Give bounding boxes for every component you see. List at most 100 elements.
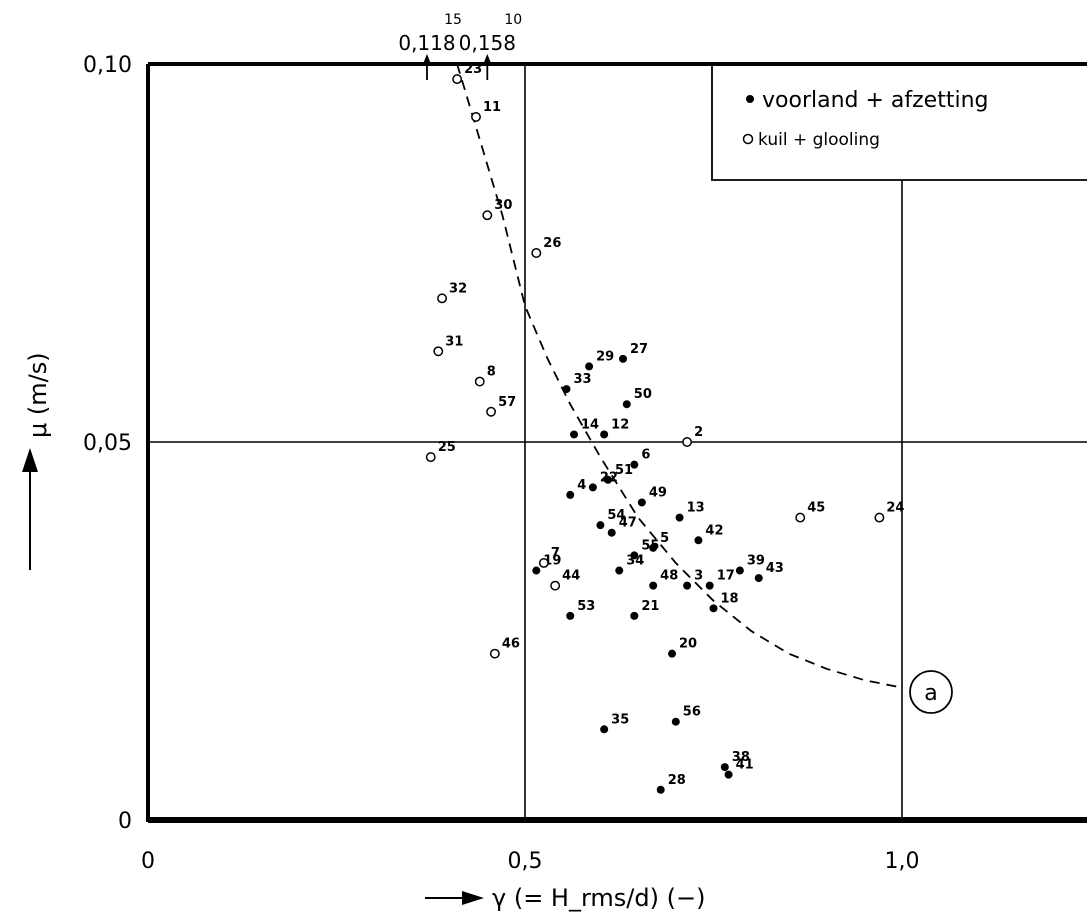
grid-lines	[148, 64, 1087, 820]
point-label: 5	[660, 531, 669, 546]
filled-point-marker	[735, 566, 744, 575]
filled-point-marker	[724, 770, 733, 779]
open-point-marker	[538, 558, 549, 568]
plot-frame	[146, 62, 1087, 823]
filled-point-marker	[630, 611, 639, 620]
data-points: 2729335014125162244954471355542193448317…	[425, 62, 904, 794]
dashed-curve-a	[456, 63, 903, 689]
y-axis-title: μ (m/s)	[22, 352, 52, 570]
point-label: 38	[732, 750, 750, 765]
legend-label-filled: voorland + afzetting	[762, 88, 989, 113]
filled-point-marker	[694, 536, 703, 545]
curve-label-a: a	[909, 670, 953, 714]
filled-point-marker	[562, 385, 571, 394]
open-point-marker	[795, 512, 806, 523]
filled-point-marker	[585, 362, 594, 371]
point-label: 34	[626, 554, 644, 569]
filled-point-marker	[600, 725, 609, 734]
curve-label-text: a	[924, 681, 937, 706]
open-point-marker	[437, 293, 448, 304]
point-label: 2	[694, 425, 703, 440]
point-label: 31	[445, 334, 463, 349]
y-tick-label: 0,10	[83, 53, 132, 78]
point-label: 11	[483, 100, 501, 115]
open-point-marker	[474, 376, 485, 387]
point-label: 27	[630, 342, 648, 357]
open-point-marker	[531, 248, 542, 258]
filled-point-marker	[637, 498, 646, 507]
open-point-marker	[682, 437, 693, 447]
point-label: 30	[494, 198, 512, 213]
filled-point-marker	[619, 354, 628, 363]
point-label: 50	[634, 387, 652, 402]
open-point-marker	[471, 111, 481, 122]
point-label: 39	[747, 554, 765, 569]
point-label: 6	[641, 448, 650, 463]
open-point-marker	[433, 346, 444, 357]
off-scale-label: 15	[444, 12, 462, 28]
legend-filled-marker	[746, 95, 754, 103]
filled-point-marker	[607, 528, 616, 537]
open-point-marker	[425, 452, 436, 463]
point-label: 57	[498, 395, 516, 410]
filled-point-marker	[615, 566, 624, 575]
open-point-marker	[482, 210, 493, 221]
off-scale-value: 0,158	[459, 31, 516, 55]
open-point-marker	[550, 580, 561, 591]
point-label: 12	[611, 417, 629, 432]
point-label: 45	[807, 501, 825, 516]
legend-box	[711, 66, 1087, 181]
legend-label-open: kuil + glooling	[758, 130, 880, 150]
filled-point-marker	[596, 521, 605, 530]
open-point-marker	[874, 512, 885, 523]
filled-point-marker	[630, 460, 639, 469]
point-label: 25	[438, 440, 456, 455]
y-tick-label: 0	[118, 809, 132, 834]
filled-point-marker	[668, 649, 677, 658]
filled-point-marker	[566, 611, 575, 620]
x-axis-label: γ (= H_rms/d) (−)	[492, 884, 705, 912]
point-label: 28	[668, 773, 686, 788]
x-tick-label: 0,5	[508, 849, 543, 874]
point-label: 18	[721, 591, 739, 606]
point-label: 17	[717, 569, 735, 584]
filled-point-marker	[675, 513, 684, 522]
filled-point-marker	[630, 551, 639, 560]
point-label: 23	[464, 62, 482, 77]
legend-open-marker	[742, 133, 754, 145]
legend: voorland + afzetting kuil + glooling	[711, 66, 1087, 181]
filled-point-marker	[588, 483, 597, 492]
filled-point-marker	[709, 604, 718, 613]
point-label: 48	[660, 569, 678, 584]
open-point-marker	[489, 648, 500, 659]
off-scale-value: 0,118	[398, 31, 455, 55]
filled-point-marker	[720, 763, 729, 772]
point-label: 35	[611, 712, 629, 727]
point-label: 14	[581, 417, 599, 432]
point-label: 41	[736, 758, 754, 773]
filled-point-marker	[600, 430, 609, 439]
point-label: 21	[641, 599, 659, 614]
x-axis-title: γ (= H_rms/d) (−)	[425, 884, 705, 912]
point-label: 8	[487, 365, 496, 380]
point-label: 26	[543, 236, 561, 251]
filled-point-marker	[566, 490, 575, 499]
point-label: 49	[649, 485, 667, 500]
point-label: 22	[600, 470, 618, 485]
point-label: 4	[577, 478, 586, 493]
filled-point-marker	[603, 475, 612, 484]
filled-point-marker	[705, 581, 714, 590]
point-label: 46	[502, 637, 520, 652]
point-label: 53	[577, 599, 595, 614]
filled-point-marker	[622, 400, 631, 409]
point-label: 47	[619, 516, 637, 531]
x-tick-label: 0	[141, 849, 155, 874]
y-axis-label: μ (m/s)	[24, 352, 52, 438]
y-axis-arrow-icon	[22, 448, 38, 472]
point-label: 3	[694, 569, 703, 584]
x-axis-arrow-icon	[462, 891, 484, 905]
open-point-marker	[486, 406, 497, 417]
filled-point-marker	[532, 566, 541, 575]
y-axis-ticks: 0 0,05 0,10	[83, 53, 132, 834]
